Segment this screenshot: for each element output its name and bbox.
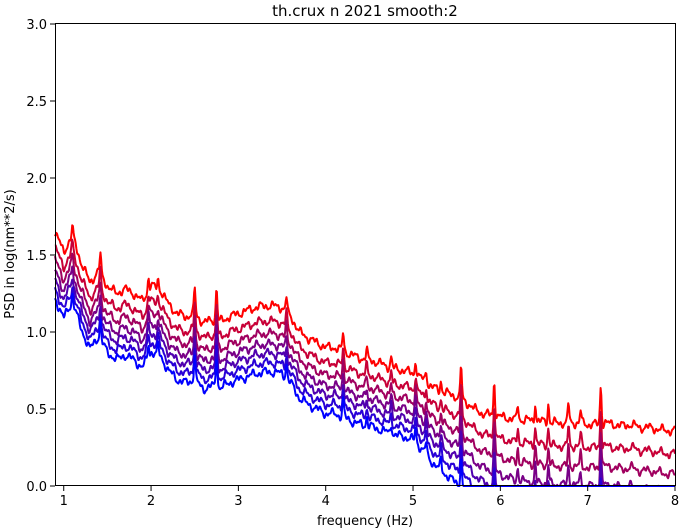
x-tick-label: 6: [496, 494, 504, 509]
y-tick-label: 0.0: [26, 480, 47, 495]
y-tick-label: 1.0: [26, 326, 47, 341]
x-tick-label: 3: [234, 494, 242, 509]
series-line-3: [54, 252, 676, 480]
chart-title: th.crux n 2021 smooth:2: [272, 2, 458, 20]
y-tick-label: 3.0: [26, 18, 47, 33]
x-tick-label: 5: [409, 494, 417, 509]
x-axis: 1 2 3 4 5 6 7 8: [60, 486, 679, 509]
x-tick-label: 4: [322, 494, 330, 509]
x-tick-label: 8: [671, 494, 679, 509]
series-line-1: [54, 224, 676, 437]
series-line-2: [54, 238, 676, 460]
y-tick-label: 2.0: [26, 172, 47, 187]
plot-frame: [55, 23, 676, 486]
x-tick-label: 7: [584, 494, 592, 509]
y-axis-label: PSD in log(nm**2/s): [3, 189, 18, 319]
series-layer: [54, 224, 676, 487]
y-tick-label: 1.5: [26, 249, 47, 264]
x-tick-label: 1: [60, 494, 68, 509]
y-axis: 0.0 0.5 1.0 1.5 2.0 2.5 3.0: [26, 18, 55, 495]
y-tick-label: 2.5: [26, 95, 47, 110]
x-tick-label: 2: [147, 494, 155, 509]
x-axis-label: frequency (Hz): [317, 514, 413, 529]
y-tick-label: 0.5: [26, 403, 47, 418]
